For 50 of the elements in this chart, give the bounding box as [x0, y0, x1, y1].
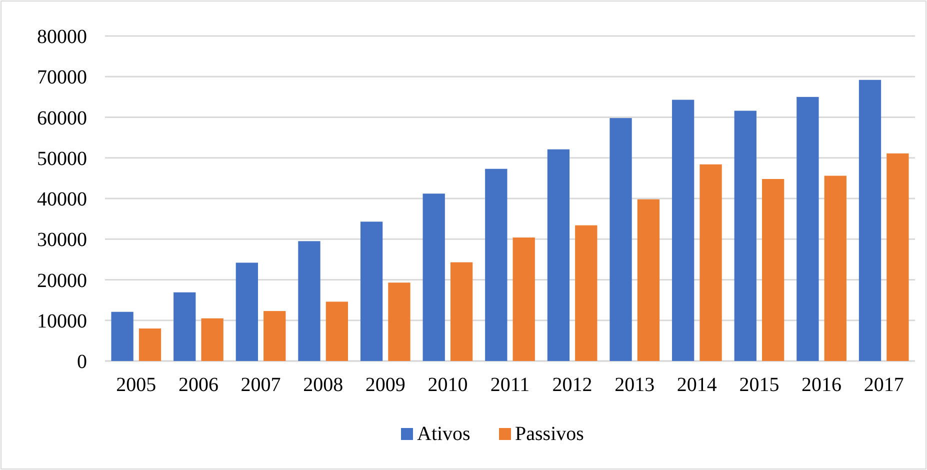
- bar: [824, 176, 846, 361]
- bar: [422, 194, 445, 361]
- x-tick-label: 2005: [116, 374, 156, 396]
- x-tick-label: 2015: [739, 374, 780, 396]
- y-tick-label: 50000: [37, 148, 87, 170]
- y-tick-label: 10000: [37, 310, 87, 332]
- y-tick-label: 70000: [37, 66, 87, 89]
- bar: [575, 225, 598, 361]
- bar: [485, 168, 508, 361]
- x-tick-label: 2010: [428, 374, 468, 396]
- bar: [388, 282, 410, 361]
- bar: [138, 328, 162, 361]
- legend-label: Ativos: [417, 423, 471, 445]
- bar: [762, 179, 784, 361]
- x-tick-label: 2012: [552, 374, 592, 396]
- bar: [201, 318, 224, 361]
- bar: [298, 241, 320, 361]
- x-tick-label: 2013: [614, 374, 655, 396]
- x-tick-label: 2017: [864, 374, 904, 396]
- y-tick-label: 40000: [37, 188, 87, 210]
- x-tick-label: 2008: [303, 374, 344, 396]
- y-tick-label: 80000: [37, 26, 87, 48]
- x-tick-label: 2006: [178, 374, 218, 396]
- bar: [236, 262, 258, 361]
- bar: [264, 311, 286, 361]
- y-tick-label: 30000: [37, 229, 87, 252]
- bar: [637, 199, 660, 361]
- x-tick-label: 2016: [802, 374, 842, 396]
- bar: [360, 222, 383, 361]
- bar: [886, 153, 909, 361]
- x-tick-label: 2007: [240, 374, 281, 396]
- bar: [326, 302, 348, 361]
- x-tick-label: 2009: [365, 374, 406, 396]
- bar: [700, 164, 722, 361]
- y-tick-label: 60000: [37, 107, 87, 130]
- bar: [547, 149, 570, 361]
- x-tick-label: 2014: [676, 374, 717, 396]
- bar: [111, 312, 134, 361]
- bar: [672, 100, 694, 361]
- bar: [450, 262, 473, 361]
- x-tick-label: 2011: [490, 374, 530, 396]
- bar: [174, 292, 196, 361]
- bar: [858, 80, 882, 361]
- bar: [796, 96, 819, 361]
- bar: [512, 238, 535, 361]
- legend-label: Passivos: [515, 423, 584, 445]
- y-tick-label: 0: [77, 351, 87, 373]
- bar: [734, 110, 756, 361]
- y-tick-label: 20000: [37, 270, 87, 292]
- bar: [610, 118, 632, 361]
